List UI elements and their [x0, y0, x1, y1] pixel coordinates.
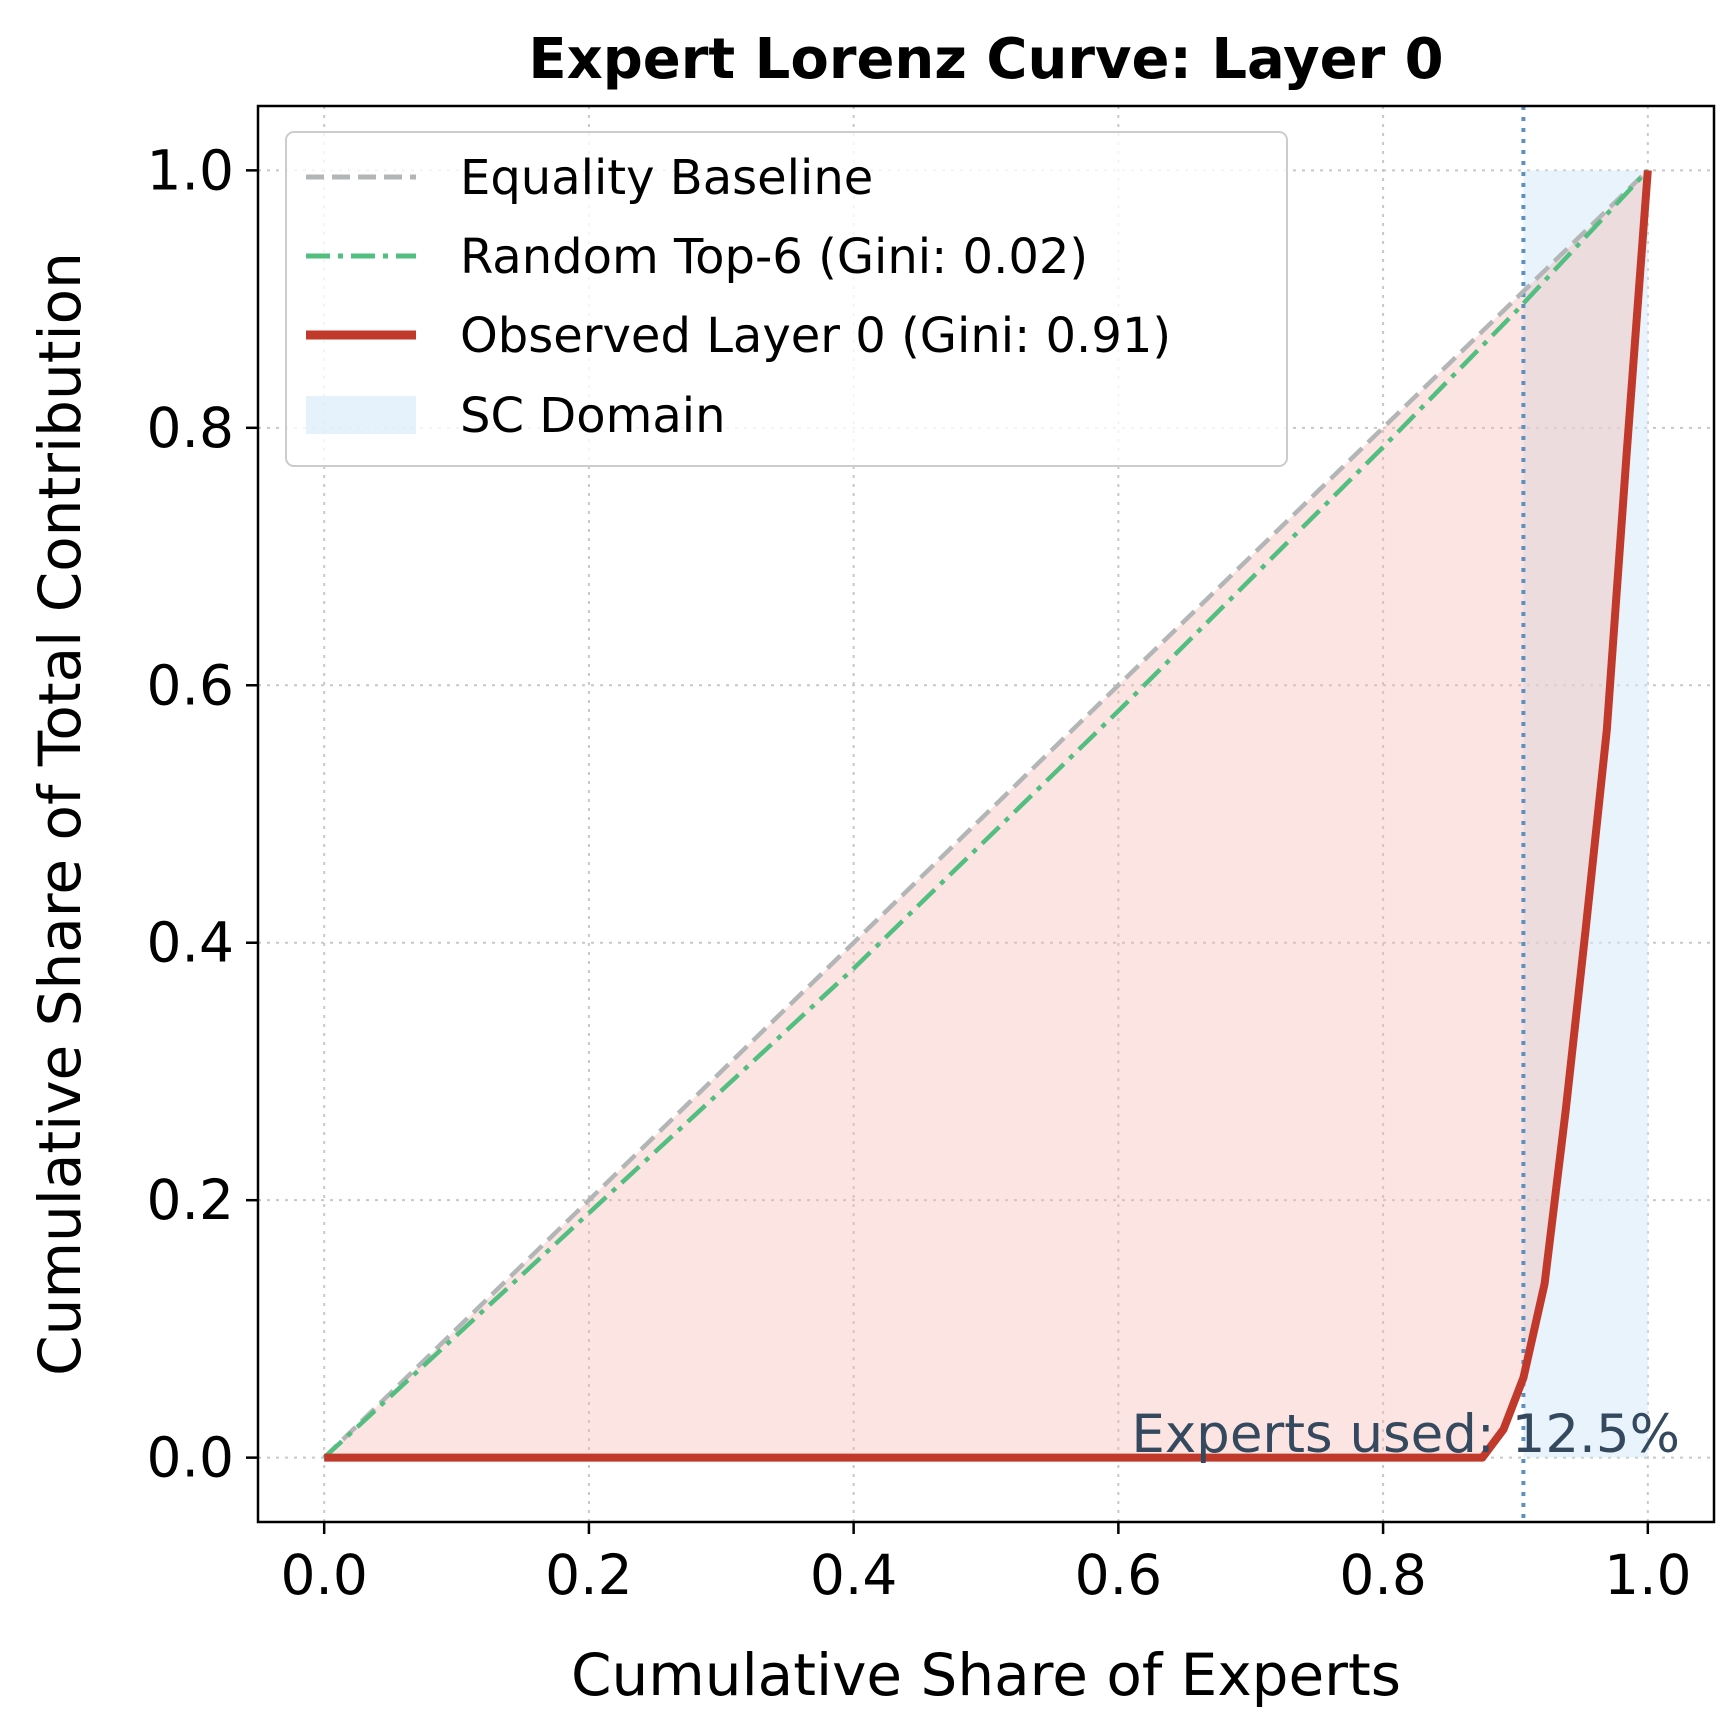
series-lines [322, 106, 1652, 1522]
y-tick-label-4: 0.8 [147, 396, 234, 460]
legend-random-label: Random Top-6 (Gini: 0.02) [460, 229, 1088, 285]
x-tick-label-0: 0.0 [280, 1543, 367, 1607]
y-tick-label-2: 0.4 [147, 911, 234, 975]
y-tick-label-1: 0.2 [147, 1168, 234, 1232]
series-line-0 [322, 168, 1650, 1460]
legend-frame [285, 131, 1288, 467]
y-tick-label-5: 1.0 [147, 138, 234, 202]
axis-ticks: 0.0 0.2 0.4 0.6 0.8 1.0 0.0 0.2 0.4 0.6 0.8 1.0 [147, 138, 1692, 1607]
legend-sc-domain-swatch [306, 396, 416, 434]
x-tick-label-2: 0.4 [810, 1543, 897, 1607]
plot-area-frame [256, 104, 1716, 1524]
x-tick-label-3: 0.6 [1075, 1543, 1162, 1607]
x-tick-label-5: 1.0 [1604, 1543, 1691, 1607]
x-axis-label: Cumulative Share of Experts [571, 1641, 1401, 1709]
y-axis-label: Cumulative Share of Total Contribution [26, 252, 94, 1376]
legend-equality-label: Equality Baseline [460, 150, 873, 206]
x-tick-label-1: 0.2 [545, 1543, 632, 1607]
legend-sc-domain-label: SC Domain [460, 388, 726, 444]
series-line-2 [324, 170, 1652, 1462]
sc-domain-region [1523, 170, 1648, 1458]
annotation-experts-used: Experts used: 12.5% [1131, 1404, 1680, 1465]
x-tick-label-4: 0.8 [1339, 1543, 1426, 1607]
chart-title: Expert Lorenz Curve: Layer 0 [528, 27, 1443, 92]
legend: Equality Baseline Random Top-6 (Gini: 0.… [285, 131, 1288, 467]
legend-observed-label: Observed Layer 0 (Gini: 0.91) [460, 308, 1171, 364]
y-tick-label-3: 0.6 [147, 653, 234, 717]
series-line-1 [322, 168, 1650, 1460]
y-tick-label-0: 0.0 [147, 1426, 234, 1490]
